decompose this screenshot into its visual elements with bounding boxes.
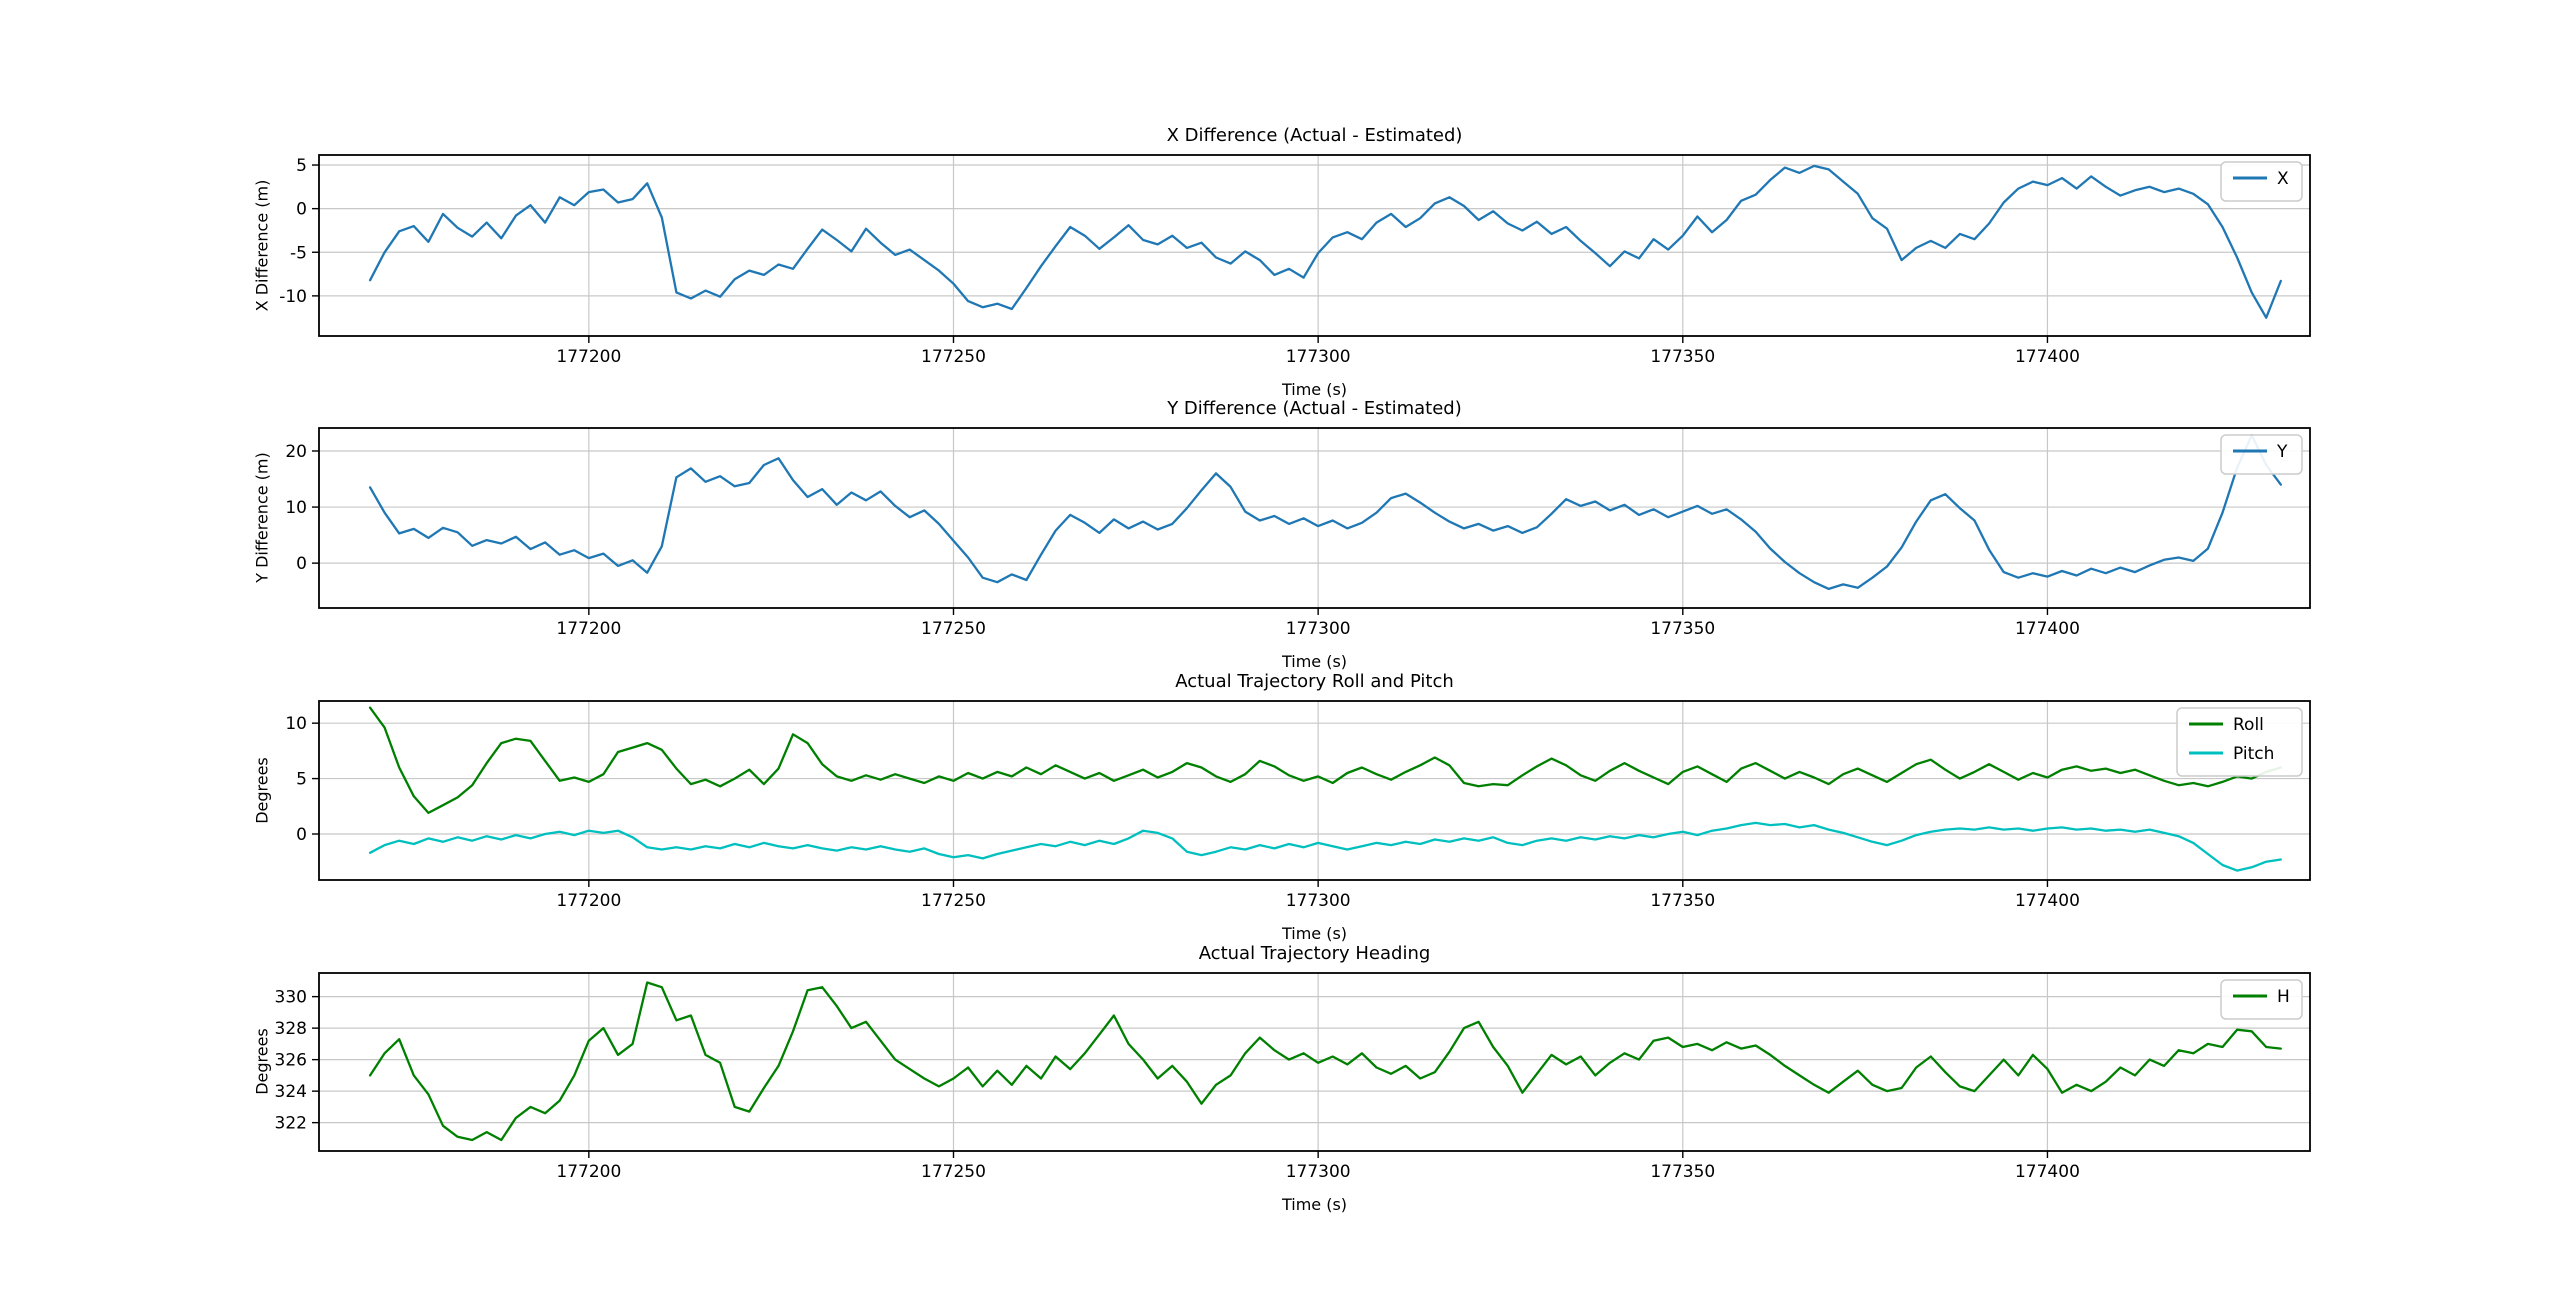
- series-line-roll: [368, 706, 2282, 815]
- tick-label-x: 177350: [1650, 1162, 1715, 1182]
- axes-2: 177200 177250 177300 177350 177400 10 5 0 Roll Pi…: [285, 700, 2311, 911]
- tick-label-y: 10: [285, 498, 307, 518]
- tick-label-x: 177400: [2015, 891, 2080, 911]
- plot4-title: Actual Trajectory Heading: [1198, 943, 1431, 964]
- tick-label-y: -5: [290, 243, 307, 263]
- tick-label-y: 328: [275, 1019, 307, 1039]
- plot4-xaxis-label: Time (s): [1281, 1195, 1348, 1214]
- tick-label-x: 177350: [1650, 347, 1715, 367]
- legend-label-x: X: [2277, 169, 2289, 189]
- tick-label-x: 177300: [1286, 1162, 1351, 1182]
- plot1-xaxis-label: Time (s): [1281, 380, 1348, 399]
- plot2-title: Y Difference (Actual - Estimated): [1167, 398, 1462, 419]
- legend-label-h: H: [2277, 987, 2290, 1007]
- tick-label-x: 177300: [1286, 347, 1351, 367]
- axes-frame: [318, 427, 2311, 609]
- series-line-x: [368, 164, 2282, 319]
- tick-label-y: 326: [275, 1051, 307, 1071]
- plot3-yaxis-label: Degrees: [252, 757, 272, 824]
- axes-0: 177200 177250 177300 177350 177400 5 0 -5 -10 X: [279, 154, 2311, 367]
- tick-label-x: 177250: [921, 619, 986, 639]
- legend: Y: [2220, 434, 2303, 475]
- tick-label-x: 177300: [1286, 891, 1351, 911]
- tick-label-y: 5: [296, 770, 307, 790]
- axes-frame: [318, 972, 2311, 1152]
- tick-label-x: 177250: [921, 1162, 986, 1182]
- legend-box: [2220, 434, 2303, 475]
- tick-label-x: 177400: [2015, 619, 2080, 639]
- tick-label-x: 177200: [556, 891, 621, 911]
- tick-label-y: 324: [275, 1082, 307, 1102]
- legend: X: [2220, 161, 2303, 202]
- plot1-title: X Difference (Actual - Estimated): [1166, 125, 1463, 146]
- plot3-xaxis-label: Time (s): [1281, 924, 1348, 943]
- tick-label-y: 0: [296, 825, 307, 845]
- legend-label-roll: Roll: [2233, 715, 2264, 735]
- plot4-yaxis-label: Degrees: [252, 1028, 272, 1095]
- series-line-pitch: [368, 821, 2282, 872]
- tick-label-y: 10: [285, 714, 307, 734]
- plot3-title: Actual Trajectory Roll and Pitch: [1175, 671, 1454, 692]
- tick-label-x: 177350: [1650, 619, 1715, 639]
- legend: Roll Pitch: [2176, 707, 2303, 777]
- axes-frame: [318, 154, 2311, 337]
- plot2-yaxis-label: Y Difference (m): [252, 452, 272, 583]
- plot2-xaxis-label: Time (s): [1281, 652, 1348, 671]
- tick-label-x: 177400: [2015, 347, 2080, 367]
- axes-frame: [318, 700, 2311, 881]
- tick-label-x: 177200: [556, 619, 621, 639]
- legend-box: [2220, 979, 2303, 1020]
- tick-label-x: 177300: [1286, 619, 1351, 639]
- tick-label-y: 330: [275, 988, 307, 1008]
- tick-label-x: 177400: [2015, 1162, 2080, 1182]
- plot1-yaxis-label: X Difference (m): [252, 179, 272, 312]
- tick-label-x: 177250: [921, 891, 986, 911]
- legend-label-y: Y: [2276, 442, 2288, 462]
- tick-label-x: 177350: [1650, 891, 1715, 911]
- tick-label-y: 5: [296, 156, 307, 176]
- legend-label-pitch: Pitch: [2233, 744, 2274, 764]
- tick-label-x: 177250: [921, 347, 986, 367]
- tick-label-y: 20: [285, 442, 307, 462]
- axes-3: 177200 177250 177300 177350 177400 330 328 326 3…: [275, 972, 2311, 1182]
- legend: H: [2220, 979, 2303, 1020]
- tick-label-y: 322: [275, 1114, 307, 1134]
- tick-label-x: 177200: [556, 1162, 621, 1182]
- series-line-h: [368, 981, 2282, 1142]
- tick-label-y: 0: [296, 554, 307, 574]
- tick-label-y: 0: [296, 200, 307, 220]
- tick-label-y: -10: [279, 287, 307, 307]
- series-line-y: [368, 434, 2282, 591]
- legend-box: [2220, 161, 2303, 202]
- tick-label-x: 177200: [556, 347, 621, 367]
- axes-1: 177200 177250 177300 177350 177400 20 10 0 Y: [285, 427, 2311, 639]
